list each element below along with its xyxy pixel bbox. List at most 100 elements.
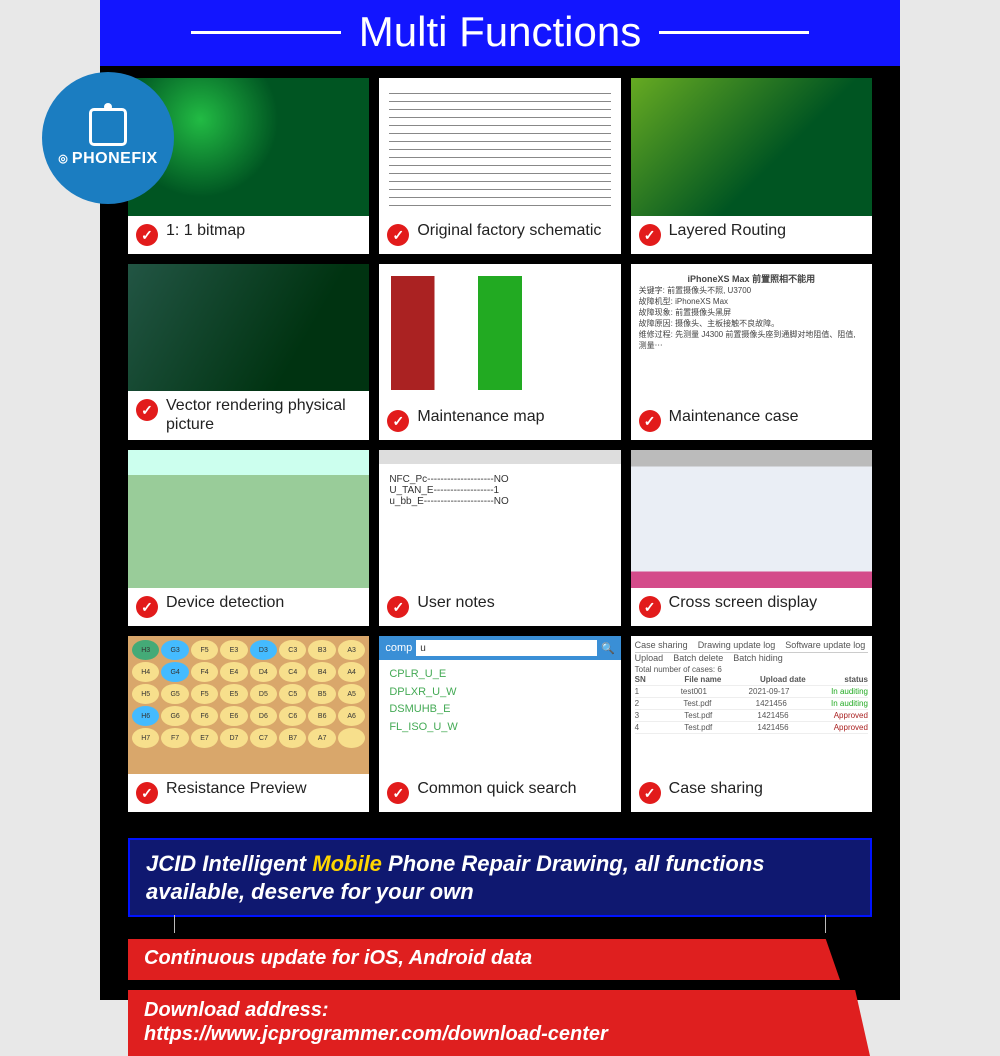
thumb-maintenance-map — [379, 264, 620, 402]
caption: ✓ Resistance Preview — [128, 774, 369, 812]
check-icon: ✓ — [136, 596, 158, 618]
thumb-schematic — [379, 78, 620, 216]
thumb-vector — [128, 264, 369, 391]
check-icon: ✓ — [387, 410, 409, 432]
feature-card: ✓ Device detection — [128, 450, 369, 626]
search-icon: 🔍 — [601, 642, 615, 655]
download-url: https://www.jcprogrammer.com/download-ce… — [144, 1023, 608, 1045]
search-result: DSMUHB_E — [389, 701, 610, 719]
brand-watermark: PHONEFIX — [42, 72, 174, 204]
feature-card: ✓ Maintenance map — [379, 264, 620, 440]
caption-text: User notes — [417, 594, 494, 612]
phone-repair-icon — [89, 108, 127, 146]
search-result: FL_ISO_U_W — [389, 719, 610, 737]
caption: ✓ Layered Routing — [631, 216, 872, 254]
thumb-resistance: H3G3F5E3D3C3B3A3 H4G4F4E4D4C4B4A4 H5G5F5… — [128, 636, 369, 774]
caption-text: Original factory schematic — [417, 222, 601, 240]
callout-box: JCID Intelligent Mobile Phone Repair Dra… — [128, 838, 872, 917]
caption-text: Maintenance map — [417, 408, 544, 426]
rule-left — [191, 31, 341, 34]
share-count: 6 — [717, 665, 721, 674]
check-icon: ✓ — [639, 596, 661, 618]
red-bars: Continuous update for iOS, Android data … — [100, 939, 900, 1056]
caption-text: Resistance Preview — [166, 780, 307, 798]
search-query: u — [416, 640, 597, 656]
check-icon: ✓ — [639, 782, 661, 804]
caption-text: Vector rendering physical picture — [166, 397, 361, 434]
feature-card: iPhoneXS Max 前置照相不能用 关键字: 前置摄像头不照, U3700… — [631, 264, 872, 440]
note-line: NFC_Pc--------------------NO — [389, 474, 610, 485]
feature-card: Case sharing Drawing update log Software… — [631, 636, 872, 812]
caption: ✓ Case sharing — [631, 774, 872, 812]
thumb-maintenance-case: iPhoneXS Max 前置照相不能用 关键字: 前置摄像头不照, U3700… — [631, 264, 872, 402]
caption: ✓ Maintenance map — [379, 402, 620, 440]
features-section: ✓ 1: 1 bitmap ✓ Original factory schemat… — [100, 66, 900, 826]
caption: ✓ Common quick search — [379, 774, 620, 812]
header-banner: Multi Functions — [100, 0, 900, 66]
red-bar-update: Continuous update for iOS, Android data — [128, 939, 840, 980]
share-tab: Software update log — [785, 640, 865, 650]
thumb-user-notes: NFC_Pc--------------------NO U_TAN_E----… — [379, 450, 620, 588]
share-tab: Drawing update log — [698, 640, 776, 650]
callout-highlight: Mobile — [312, 851, 382, 876]
caption-text: Cross screen display — [669, 594, 818, 612]
feature-card: ✓ Cross screen display — [631, 450, 872, 626]
search-prefix: comp — [385, 642, 412, 654]
case-title: iPhoneXS Max 前置照相不能用 — [639, 272, 864, 285]
note-line: u_bb_E---------------------NO — [389, 496, 610, 507]
share-subtab: Batch hiding — [733, 653, 783, 663]
caption-text: Maintenance case — [669, 408, 799, 426]
feature-card: ✓ Original factory schematic — [379, 78, 620, 254]
page-title: Multi Functions — [359, 8, 641, 56]
caption: ✓ Cross screen display — [631, 588, 872, 626]
caption-text: Case sharing — [669, 780, 763, 798]
caption-text: Device detection — [166, 594, 284, 612]
red-bar-text: Continuous update for iOS, Android data — [144, 947, 532, 969]
caption: ✓ Original factory schematic — [379, 216, 620, 254]
share-tab: Case sharing — [635, 640, 688, 650]
caption-text: Layered Routing — [669, 222, 786, 240]
brand-name: PHONEFIX — [58, 150, 157, 168]
caption: ✓ User notes — [379, 588, 620, 626]
caption: ✓ Vector rendering physical picture — [128, 391, 369, 440]
callout-text: JCID Intelligent Mobile Phone Repair Dra… — [146, 850, 854, 905]
case-row: 故障机型: iPhoneXS Max — [639, 296, 864, 307]
check-icon: ✓ — [136, 224, 158, 246]
share-subtab: Upload — [635, 653, 664, 663]
caption-text: 1: 1 bitmap — [166, 222, 245, 240]
feature-card: ✓ Layered Routing — [631, 78, 872, 254]
thumb-quick-search: comp u 🔍 CPLR_U_E DPLXR_U_W DSMUHB_E FL_… — [379, 636, 620, 774]
case-row: 维修过程: 先测量 J4300 前置摄像头座到通脚对地阻值、阻值, 测量⋯ — [639, 329, 864, 351]
red-bar-text: Download address: — [144, 999, 328, 1021]
check-icon: ✓ — [387, 596, 409, 618]
feature-card: comp u 🔍 CPLR_U_E DPLXR_U_W DSMUHB_E FL_… — [379, 636, 620, 812]
check-icon: ✓ — [639, 410, 661, 432]
caption: ✓ Device detection — [128, 588, 369, 626]
thumb-device-detection — [128, 450, 369, 588]
check-icon: ✓ — [639, 224, 661, 246]
check-icon: ✓ — [387, 224, 409, 246]
callout-prefix: JCID Intelligent — [146, 851, 312, 876]
caption-text: Common quick search — [417, 780, 576, 798]
case-row: 故障原因: 摄像头、主板接触不良故障。 — [639, 318, 864, 329]
feature-card: NFC_Pc--------------------NO U_TAN_E----… — [379, 450, 620, 626]
search-result: DPLXR_U_W — [389, 684, 610, 702]
note-line: U_TAN_E------------------1 — [389, 485, 610, 496]
share-count-label: Total number of cases — [635, 665, 713, 674]
share-subtab: Batch delete — [673, 653, 723, 663]
thumb-routing — [631, 78, 872, 216]
rule-right — [659, 31, 809, 34]
check-icon: ✓ — [136, 399, 158, 421]
check-icon: ✓ — [136, 782, 158, 804]
product-infographic: PHONEFIX Multi Functions ✓ 1: 1 bitmap ✓… — [100, 0, 900, 1000]
caption: ✓ Maintenance case — [631, 402, 872, 440]
feature-card: H3G3F5E3D3C3B3A3 H4G4F4E4D4C4B4A4 H5G5F5… — [128, 636, 369, 812]
caption: ✓ 1: 1 bitmap — [128, 216, 369, 254]
thumb-case-sharing: Case sharing Drawing update log Software… — [631, 636, 872, 774]
features-grid: ✓ 1: 1 bitmap ✓ Original factory schemat… — [128, 78, 872, 812]
feature-card: ✓ Vector rendering physical picture — [128, 264, 369, 440]
search-result: CPLR_U_E — [389, 666, 610, 684]
check-icon: ✓ — [387, 782, 409, 804]
case-row: 故障现象: 前置摄像头黑屏 — [639, 307, 864, 318]
thumb-cross-screen — [631, 450, 872, 588]
